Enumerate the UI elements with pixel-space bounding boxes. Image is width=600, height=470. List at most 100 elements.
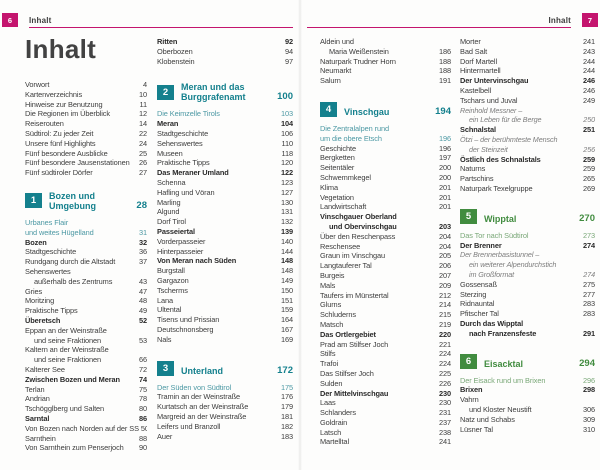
toc-entry-text: außerhalb des Zentrums xyxy=(34,276,113,286)
toc-entry-text: Der Untervinschgau xyxy=(460,76,529,86)
toc-page-number: 127 xyxy=(280,187,293,197)
toc-entry-text: Seitentäler xyxy=(320,163,355,173)
toc-entry-line: Dorf Martell 244 xyxy=(460,57,595,67)
spacer xyxy=(157,345,293,361)
toc-entry-text: Stadtgeschichte xyxy=(157,128,209,138)
toc-page-number: 148 xyxy=(280,266,293,276)
toc-page-number: 139 xyxy=(280,226,293,236)
toc-entry-line: Seitentäler 200 xyxy=(320,163,451,173)
toc-entry-line: Bad Salt 243 xyxy=(460,47,595,57)
page-number-box: 7 xyxy=(582,13,598,27)
toc-page-number: 214 xyxy=(438,300,451,310)
toc-page-number: 224 xyxy=(438,349,451,359)
toc-entry-line: Sehenswertes xyxy=(25,267,147,277)
toc-page-number: 86 xyxy=(138,413,147,423)
toc-entry-text: und Kloster Neustift xyxy=(469,404,532,414)
toc-entry-line: Sehenswertes 110 xyxy=(157,139,293,149)
toc-entry-line: Schenna 123 xyxy=(157,178,293,188)
toc-entry-line: Kalterer See 72 xyxy=(25,365,147,375)
toc-page-number: 225 xyxy=(438,368,451,378)
toc-page-number: 37 xyxy=(138,257,147,267)
toc-entry-line: Marling 130 xyxy=(157,198,293,208)
toc-page-number: 183 xyxy=(280,431,293,441)
toc-entry-line: Die Zentralalpen rund xyxy=(320,124,451,134)
toc-entry-line: Moritzing 48 xyxy=(25,296,147,306)
toc-page-number: 75 xyxy=(138,384,147,394)
running-header-right: Inhalt 7 xyxy=(307,12,598,28)
toc-section-header: 4 Vinschgau 194 xyxy=(320,101,451,117)
toc-entry-text: Praktische Tipps xyxy=(157,158,210,168)
section-number-badge: 6 xyxy=(460,353,477,369)
toc-entry-text: Salurn xyxy=(320,76,341,86)
page-content: Aldein und Maria Weißenstein 186 Naturpark … xyxy=(320,32,595,466)
toc-page-number: 188 xyxy=(438,56,451,66)
toc-entry-line: Tschars und Juval 249 xyxy=(460,96,595,106)
toc-entry-text: Vegetation xyxy=(320,192,354,202)
toc-entry-line: Partschins 265 xyxy=(460,174,595,184)
toc-entry-text: im Großformat xyxy=(469,269,515,279)
toc-page-number: 10 xyxy=(138,89,147,99)
toc-entry-line: Bozen 32 xyxy=(25,238,147,248)
toc-page-number: 181 xyxy=(280,411,293,421)
toc-page-number: 110 xyxy=(281,138,293,148)
toc-entry-text: Ultental xyxy=(157,305,182,315)
toc-entry-line: Lana 151 xyxy=(157,296,293,306)
toc-entry-line: Glurns 214 xyxy=(320,300,451,310)
toc-page-number: 200 xyxy=(438,172,451,182)
toc-entry-line: Kaltern an der Weinstraße xyxy=(25,345,147,355)
toc-entry-text: Sterzing xyxy=(460,289,487,299)
toc-entry-text: Durch das Wipptal xyxy=(460,318,524,328)
toc-entry-line: Vorwort 4 xyxy=(25,80,147,90)
section-page-number: 270 xyxy=(579,212,595,224)
toc-page-number: 259 xyxy=(582,164,595,174)
page-gutter xyxy=(298,0,302,470)
toc-page-number: 97 xyxy=(284,56,293,66)
toc-entry-line: Neumarkt 188 xyxy=(320,66,451,76)
toc-entry-line: Stadtgeschichte 106 xyxy=(157,129,293,139)
toc-page-number: 197 xyxy=(438,153,451,163)
toc-page-number: 203 xyxy=(438,221,451,231)
toc-entry-text: Moritzing xyxy=(25,296,55,306)
toc-entry-text: Schwemmkegel xyxy=(320,172,371,182)
toc-entry-text: Schnalstal xyxy=(460,125,496,135)
toc-page-number: 244 xyxy=(582,66,595,76)
toc-entry-line: Fünf besondere Jausenstationen 26 xyxy=(25,158,147,168)
toc-page-number: 66 xyxy=(138,355,147,365)
toc-entry-line: Latsch 238 xyxy=(320,428,451,438)
toc-entry-line: Reschensee 204 xyxy=(320,242,451,252)
toc-page-number: 118 xyxy=(281,148,293,158)
toc-entry-text: Kurtatsch an der Weinstraße xyxy=(157,402,249,412)
toc-entry-line: Sarnthein 88 xyxy=(25,434,147,444)
toc-entry-text: Maria Weißenstein xyxy=(329,46,389,56)
toc-entry-text: Terlan xyxy=(25,384,45,394)
toc-page-number: 78 xyxy=(138,394,147,404)
toc-entry-line: Sulden 226 xyxy=(320,379,451,389)
toc-entry-text: Schluderns xyxy=(320,310,356,320)
toc-page-number: 164 xyxy=(280,315,293,325)
toc-entry-text: Das Stilfser Joch xyxy=(320,368,374,378)
toc-page-number: 191 xyxy=(438,76,451,86)
toc-page-number: 53 xyxy=(138,335,147,345)
section-number-badge: 1 xyxy=(25,193,42,209)
toc-entry-text: Das Tor nach Südtirol xyxy=(460,230,529,240)
toc-entry-text: Ridnauntal xyxy=(460,299,495,309)
toc-entry-line: Mals 209 xyxy=(320,281,451,291)
toc-entry-line: Das Meraner Umland 122 xyxy=(157,168,293,178)
toc-entry-text: Museen xyxy=(157,148,183,158)
toc-entry-text: Natz und Schabs xyxy=(460,414,515,424)
toc-entry-line: Klobenstein 97 xyxy=(157,57,293,67)
toc-entry-text: Hinweise zur Benutzung xyxy=(25,99,103,109)
section-title: Wipptal xyxy=(484,213,517,224)
toc-entry-text: Tschögglberg und Salten xyxy=(25,404,105,414)
toc-entry-line: Reinhold Messner – xyxy=(460,106,595,116)
toc-entry-line: Schwemmkegel 200 xyxy=(320,173,451,183)
toc-entry-line: Schnalstal 251 xyxy=(460,125,595,135)
toc-entry-line: Sarntal 86 xyxy=(25,414,147,424)
toc-page-number: 230 xyxy=(438,398,451,408)
toc-entry-text: und Obervinschgau xyxy=(329,221,397,231)
toc-entry-line: ein Leben für die Berge 250 xyxy=(460,115,595,125)
toc-page-number: 52 xyxy=(138,315,147,325)
toc-entry-text: ein weiterer Alpendurchstich xyxy=(469,260,557,270)
toc-page-number: 92 xyxy=(284,37,293,46)
toc-entry-text: Klobenstein xyxy=(157,56,195,66)
